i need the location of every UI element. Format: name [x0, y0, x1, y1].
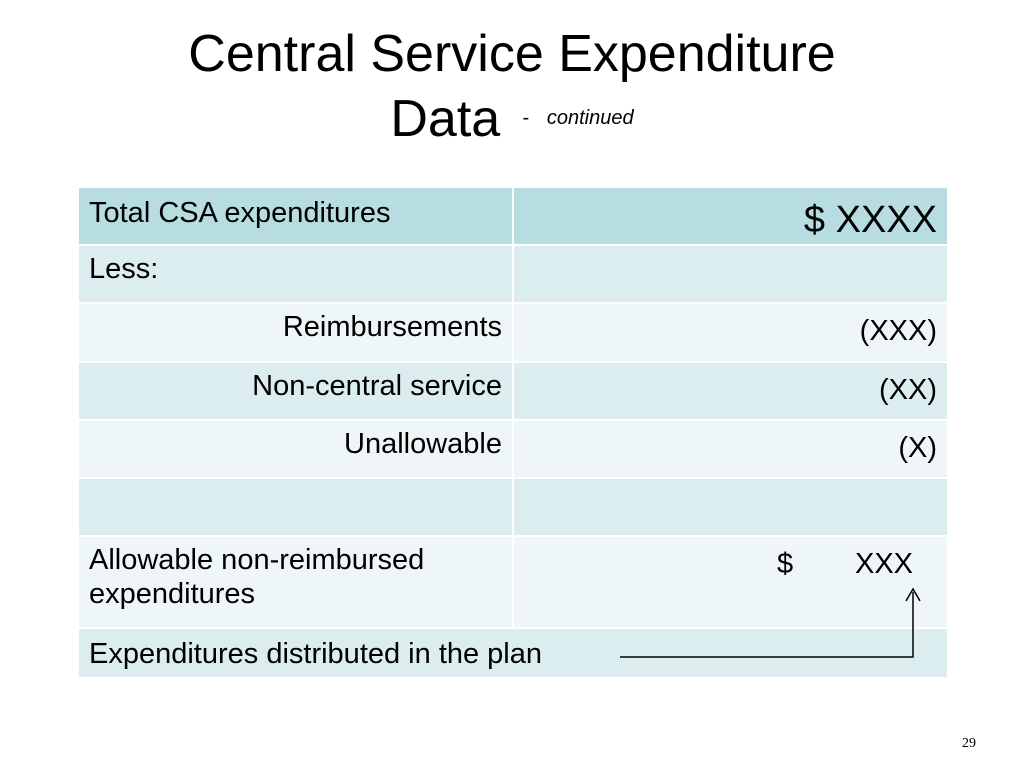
table-row-empty	[77, 477, 949, 537]
title-dash: -	[522, 107, 529, 129]
row-label-allowable: Allowable non-reimbursed expenditures	[77, 535, 514, 629]
distributed-label: Expenditures distributed in the plan	[89, 638, 543, 670]
table-row: Unallowable (X)	[77, 419, 949, 479]
table-header-row: Total CSA expenditures $ XXXX	[77, 186, 949, 246]
row-amount-reimbursements: (XXX)	[512, 302, 949, 363]
table-row: Expenditures distributed in the plan	[77, 627, 949, 679]
table-row: Reimbursements (XXX)	[77, 302, 949, 363]
row-label-distributed: Expenditures distributed in the plan	[77, 627, 949, 679]
row-amount-empty	[512, 477, 949, 537]
row-label-unallowable: Unallowable	[77, 419, 514, 479]
row-amount-allowable: $ XXX	[512, 535, 949, 629]
table-row: Non-central service (XX)	[77, 361, 949, 421]
expenditure-table: Total CSA expenditures $ XXXX Less: Reim…	[77, 186, 949, 679]
title-suffix: continued	[546, 107, 634, 129]
page-number: 29	[962, 736, 976, 751]
title-line-1: Central Service Expenditure	[188, 25, 836, 83]
row-amount-unallowable: (X)	[512, 419, 949, 479]
row-label-less: Less:	[77, 244, 514, 304]
header-amount: $ XXXX	[512, 186, 949, 246]
amount-split: $ XXX	[777, 547, 937, 581]
row-label-reimbursements: Reimbursements	[77, 302, 514, 363]
title-main: Data	[390, 90, 501, 148]
amount-value: XXX	[855, 548, 914, 580]
title-line-2: Data - continued	[0, 86, 1024, 151]
row-label-non-central: Non-central service	[77, 361, 514, 421]
slide-title: Central Service Expenditure Data - continu…	[0, 22, 1024, 151]
header-label: Total CSA expenditures	[77, 186, 514, 246]
row-amount	[512, 244, 949, 304]
row-amount-non-central: (XX)	[512, 361, 949, 421]
table-row: Allowable non-reimbursed expenditures $ X…	[77, 535, 949, 629]
currency-symbol: $	[777, 548, 794, 580]
row-label-empty	[77, 477, 514, 537]
table-row: Less:	[77, 244, 949, 304]
